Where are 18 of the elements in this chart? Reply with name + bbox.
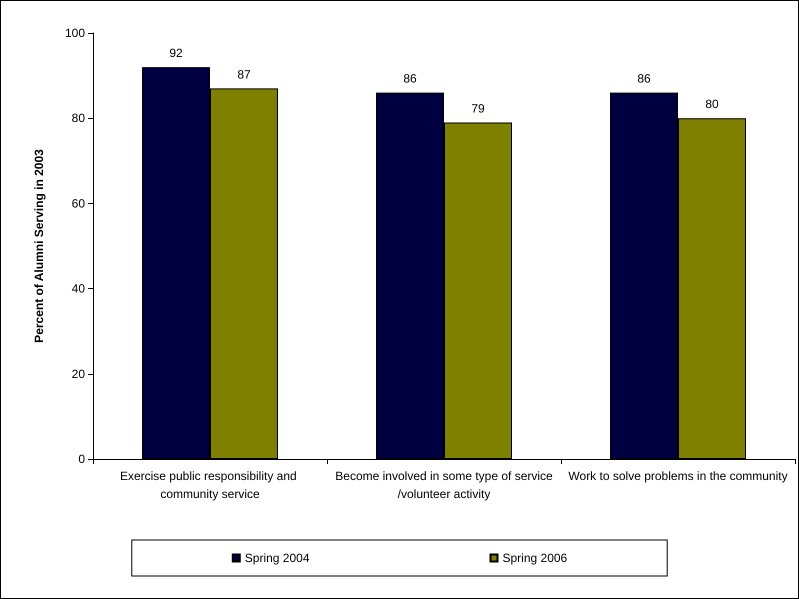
x-tick-label: Work to solve problems in the community — [568, 469, 788, 483]
legend-label: Spring 2006 — [502, 551, 568, 565]
y-tick-label: 80 — [72, 111, 86, 126]
legend-label: Spring 2004 — [244, 551, 310, 565]
data-label: 86 — [403, 72, 417, 86]
y-tick-label: 40 — [72, 282, 86, 296]
data-label: 79 — [471, 101, 485, 116]
data-label: 92 — [169, 46, 183, 60]
data-label: 86 — [637, 72, 651, 86]
x-tick-label: Exercise public responsibility and community service — [120, 469, 300, 501]
x-tick-label: Become involved in some type of service/volunteer activity — [335, 469, 554, 501]
y-tick-label: 20 — [72, 366, 86, 381]
data-label: 80 — [705, 97, 719, 112]
y-tick-label: 60 — [72, 196, 86, 210]
y-tick-label: 0 — [78, 452, 86, 466]
y-tick-label: 100 — [64, 26, 86, 40]
data-label: 87 — [237, 67, 251, 82]
y-axis-title: Percent of Alumni Serving in 2003 — [32, 148, 46, 343]
